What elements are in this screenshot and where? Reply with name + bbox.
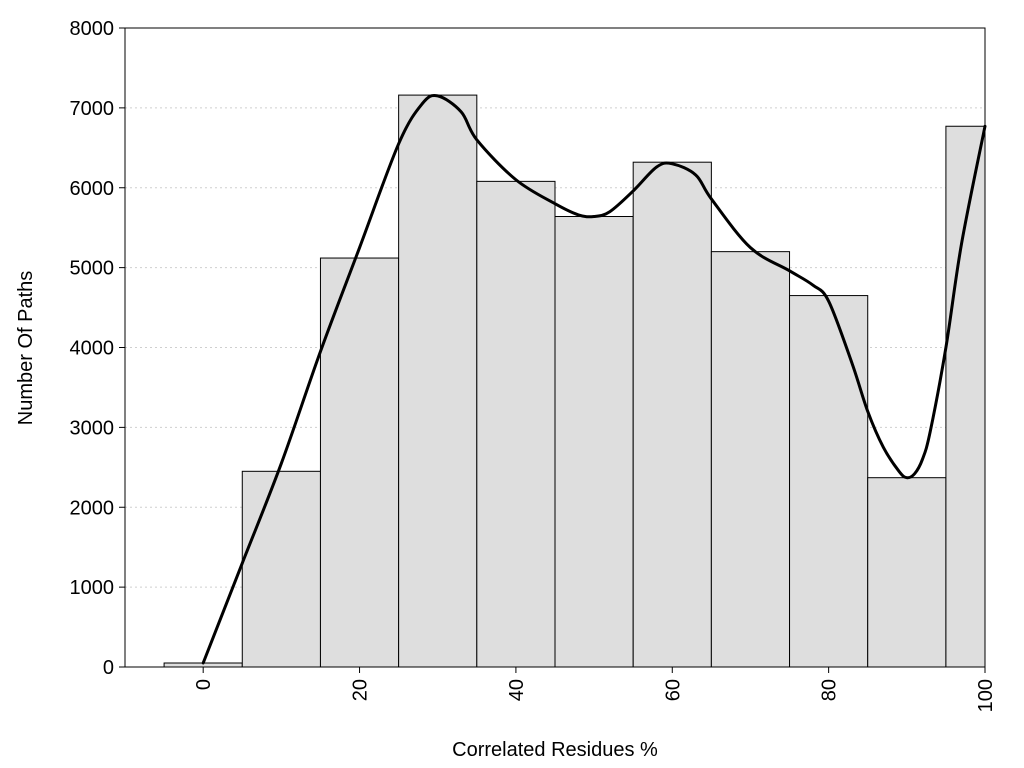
histogram-bar bbox=[476, 180, 556, 668]
y-tick-label: 6000 bbox=[70, 178, 115, 200]
y-axis-title: Number Of Paths bbox=[15, 271, 37, 426]
x-tick-label: 60 bbox=[662, 679, 684, 701]
y-tick-label: 8000 bbox=[70, 18, 115, 40]
y-tick-label: 1000 bbox=[70, 577, 115, 599]
y-tick-label: 7000 bbox=[70, 98, 115, 120]
histogram-bar bbox=[241, 470, 321, 668]
y-tick-label: 2000 bbox=[70, 497, 115, 519]
x-axis-ticks: 0 20 40 60 80 100 bbox=[193, 667, 997, 712]
density-curve bbox=[201, 93, 987, 665]
y-axis-ticks: 0 1000 2000 3000 4000 5000 6000 7000 8000 bbox=[70, 18, 125, 679]
y-tick-label: 3000 bbox=[70, 417, 115, 439]
x-tick-label: 80 bbox=[819, 679, 841, 701]
histogram-bar bbox=[789, 295, 869, 668]
x-axis-title: Correlated Residues % bbox=[452, 739, 658, 761]
histogram-bars bbox=[163, 94, 986, 668]
y-tick-label: 0 bbox=[103, 657, 114, 679]
histogram-bar bbox=[945, 125, 986, 668]
histogram-bar bbox=[398, 94, 478, 668]
x-tick-label: 20 bbox=[350, 679, 372, 701]
density-curve-line bbox=[201, 93, 987, 665]
histogram-bar bbox=[867, 477, 947, 668]
histogram-bar bbox=[554, 216, 634, 668]
y-tick-label: 5000 bbox=[70, 258, 115, 280]
x-tick-label: 0 bbox=[193, 679, 215, 690]
histogram-bar bbox=[710, 251, 791, 668]
histogram-bar bbox=[319, 257, 400, 668]
histogram-bar bbox=[632, 161, 712, 668]
x-tick-label: 40 bbox=[506, 679, 528, 701]
y-tick-label: 4000 bbox=[70, 338, 115, 360]
x-tick-label: 100 bbox=[975, 679, 997, 712]
